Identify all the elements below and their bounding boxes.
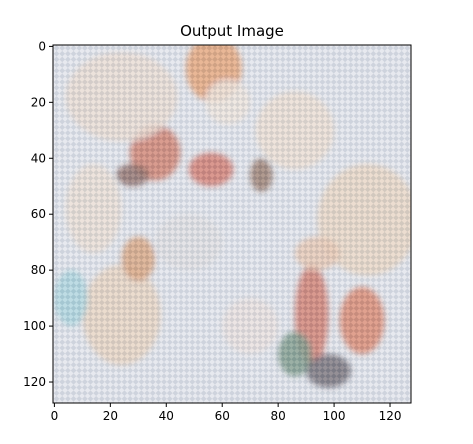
y-tick-label: 120 bbox=[23, 375, 46, 389]
plot-frame bbox=[52, 44, 412, 404]
x-tick-label: 40 bbox=[159, 409, 174, 423]
x-tick-label: 120 bbox=[379, 409, 402, 423]
y-axis: 0 20 40 60 80 100 120 bbox=[23, 39, 53, 389]
y-tick-label: 60 bbox=[31, 207, 46, 221]
y-tick-label: 40 bbox=[31, 151, 46, 165]
x-tick-label: 80 bbox=[271, 409, 286, 423]
x-tick-label: 60 bbox=[215, 409, 230, 423]
chart-title: Output Image bbox=[180, 22, 284, 40]
x-tick-label: 0 bbox=[51, 409, 59, 423]
y-tick-label: 0 bbox=[38, 39, 46, 53]
y-tick-label: 20 bbox=[31, 95, 46, 109]
checker-artifact-overlay bbox=[53, 45, 411, 403]
y-tick-label: 80 bbox=[31, 263, 46, 277]
y-tick-label: 100 bbox=[23, 319, 46, 333]
image-plot bbox=[53, 45, 411, 403]
x-tick-label: 100 bbox=[323, 409, 346, 423]
x-tick-label: 20 bbox=[103, 409, 118, 423]
x-axis: 0 20 40 60 80 100 120 bbox=[51, 403, 402, 423]
